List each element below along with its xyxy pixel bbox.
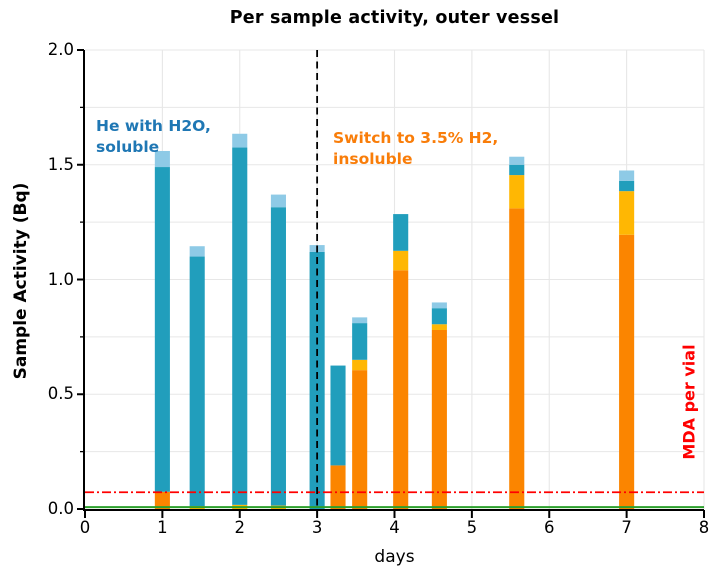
bar-segment-lightblue xyxy=(270,194,286,208)
bar-segment-lightblue xyxy=(232,133,248,148)
bar-segment-orange xyxy=(154,491,170,509)
annotation-h2-phase: Switch to 3.5% H2, insoluble xyxy=(333,129,499,168)
bar-segment-teal xyxy=(619,180,635,192)
bar-segment-lightblue xyxy=(431,302,447,309)
x-tick-label: 2 xyxy=(234,518,246,537)
bar-segment-teal xyxy=(270,207,286,506)
bar-segment-teal xyxy=(509,164,525,176)
chart-title: Per sample activity, outer vessel xyxy=(229,8,560,28)
bar-segment-teal xyxy=(330,365,346,466)
x-tick-label: 7 xyxy=(621,518,632,537)
bar-segment-yellow xyxy=(393,250,409,271)
x-tick-label: 4 xyxy=(389,518,400,537)
bar-segment-orange xyxy=(393,270,409,509)
y-tick-label: 1.5 xyxy=(47,154,74,174)
bar-segment-teal xyxy=(431,308,447,325)
bar-segment-teal xyxy=(154,167,170,492)
bar-segment-orange xyxy=(431,329,447,509)
annotation-he-phase: He with H2O, soluble xyxy=(96,117,211,156)
x-tick-label: 3 xyxy=(311,518,323,537)
bar-segment-lightblue xyxy=(619,170,635,181)
x-tick-label: 6 xyxy=(544,518,555,537)
bar-segment-yellow xyxy=(509,175,525,209)
bar-segment-teal xyxy=(309,251,325,509)
x-tick-label: 8 xyxy=(698,518,710,537)
bar-segment-lightblue xyxy=(352,317,368,324)
bar-segment-orange xyxy=(352,370,368,509)
bar-segment-yellow xyxy=(619,191,635,235)
bar-segment-teal xyxy=(393,214,409,251)
bar-segment-yellow xyxy=(352,359,368,371)
x-axis-label: days xyxy=(374,547,415,567)
annotation-mda-per-vial: MDA per vial xyxy=(679,344,699,460)
bar-segment-teal xyxy=(232,147,248,505)
x-tick-label: 1 xyxy=(157,518,168,537)
bar-segment-lightblue xyxy=(189,246,205,257)
bar-segment-teal xyxy=(352,323,368,360)
bar-segment-yellow xyxy=(431,324,447,330)
bar-segment-lightblue xyxy=(509,156,525,165)
bar-segment-orange xyxy=(330,465,346,509)
y-tick-label: 0.5 xyxy=(47,384,74,404)
x-tick-label: 5 xyxy=(466,518,478,537)
bar-segment-teal xyxy=(189,256,205,507)
y-tick-label: 2.0 xyxy=(47,40,74,59)
bar-segment-lightblue xyxy=(154,150,170,168)
bar-segment-orange xyxy=(509,208,525,510)
y-tick-label: 0.0 xyxy=(47,499,74,518)
y-tick-label: 1.0 xyxy=(47,269,74,289)
bar-segment-orange xyxy=(619,234,635,509)
x-tick-label: 0 xyxy=(79,518,91,537)
